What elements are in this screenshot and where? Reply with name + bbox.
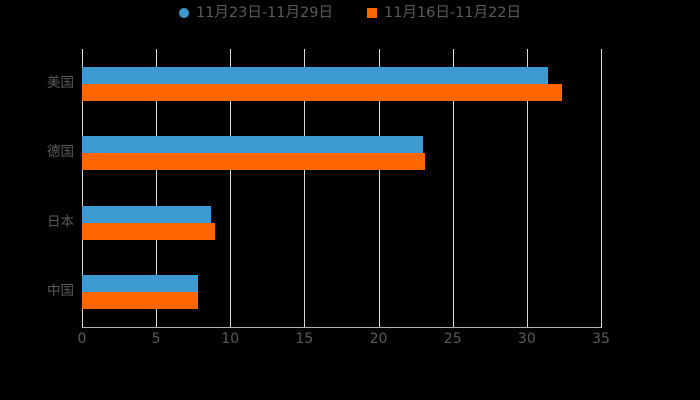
bar[interactable] xyxy=(82,136,424,154)
x-axis-tick-30: 30 xyxy=(517,331,536,347)
y-axis-label-2: 日本 xyxy=(47,213,74,230)
y-axis-label-0: 美国 xyxy=(47,74,74,91)
gridline-x-0 xyxy=(82,49,83,327)
legend-label-series-0: 11月23日-11月29日 xyxy=(195,5,333,21)
y-axis-label-3: 中国 xyxy=(47,283,74,300)
bar-group xyxy=(82,275,601,310)
gridline-x-5 xyxy=(156,49,158,327)
x-axis-tick-15: 15 xyxy=(295,331,314,347)
plot-area xyxy=(82,49,602,327)
y-axis-label-1: 德国 xyxy=(47,144,74,161)
legend-item-series-0[interactable]: 11月23日-11月29日 xyxy=(178,5,333,21)
gridline-x-15 xyxy=(304,49,306,327)
bar-group xyxy=(82,66,601,101)
bar[interactable] xyxy=(82,83,563,101)
bar[interactable] xyxy=(82,222,216,240)
y-axis-category-labels: 美国 德国 日本 中国 xyxy=(0,49,74,327)
bar-group xyxy=(82,205,601,240)
bar[interactable] xyxy=(82,292,198,310)
bar[interactable] xyxy=(82,66,548,84)
gridline-x-25 xyxy=(452,49,454,327)
x-axis-tick-35: 35 xyxy=(592,331,610,347)
legend-item-series-1[interactable]: 11月16日-11月22日 xyxy=(367,6,521,21)
x-axis-tick-0: 0 xyxy=(77,331,87,347)
x-axis-tick-20: 20 xyxy=(369,331,388,347)
bar[interactable] xyxy=(82,275,198,293)
legend-label-series-1: 11月16日-11月22日 xyxy=(384,5,522,21)
bar[interactable] xyxy=(82,205,211,223)
x-axis-line xyxy=(82,327,602,328)
chart-legend: 11月23日-11月29日 11月16日-11月22日 xyxy=(0,6,700,21)
gridline-x-35 xyxy=(601,49,602,327)
x-axis-tick-labels: 0 5 10 15 20 25 30 35 xyxy=(78,331,610,354)
gridline-x-20 xyxy=(378,49,380,327)
bar[interactable] xyxy=(82,153,425,171)
x-axis-tick-10: 10 xyxy=(221,331,240,347)
gridline-x-10 xyxy=(230,49,232,327)
gridline-x-30 xyxy=(526,49,528,327)
x-axis-tick-25: 25 xyxy=(443,331,462,347)
legend-circle-marker-icon xyxy=(178,8,189,19)
legend-square-marker-icon xyxy=(367,8,377,19)
x-axis-tick-5: 5 xyxy=(151,331,161,347)
bar-group xyxy=(82,136,601,171)
